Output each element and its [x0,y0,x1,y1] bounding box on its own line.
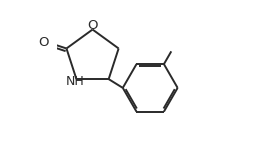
Text: NH: NH [66,75,84,88]
Text: O: O [39,36,49,49]
Text: O: O [87,19,98,32]
